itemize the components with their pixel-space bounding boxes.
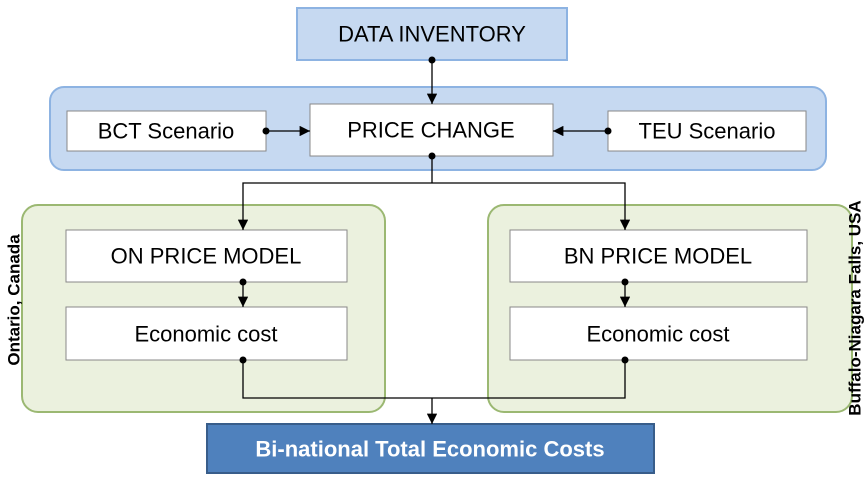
node-label: PRICE CHANGE: [347, 118, 514, 143]
side-label: Ontario, Canada: [5, 234, 24, 366]
node-label: Economic cost: [586, 322, 729, 347]
node-label: BCT Scenario: [98, 119, 235, 144]
connectors: [237, 56, 631, 424]
node-label: TEU Scenario: [639, 119, 776, 144]
node-label: ON PRICE MODEL: [111, 244, 302, 269]
bn-model-box: [509, 229, 808, 283]
node-label: BN PRICE MODEL: [564, 244, 752, 269]
node-label: DATA INVENTORY: [338, 22, 526, 47]
total-box: [206, 423, 655, 474]
node-label: Economic cost: [134, 322, 277, 347]
node-label: Bi-national Total Economic Costs: [255, 437, 604, 462]
on-cost-box: [65, 306, 348, 361]
bct-box: [66, 110, 267, 152]
bn-cost-box: [509, 306, 808, 361]
side-label: Buffalo-Niagara Falls, USA: [846, 200, 865, 415]
data-inventory-box: [296, 7, 568, 61]
on-model-box: [65, 229, 348, 283]
teu-box: [607, 110, 807, 152]
